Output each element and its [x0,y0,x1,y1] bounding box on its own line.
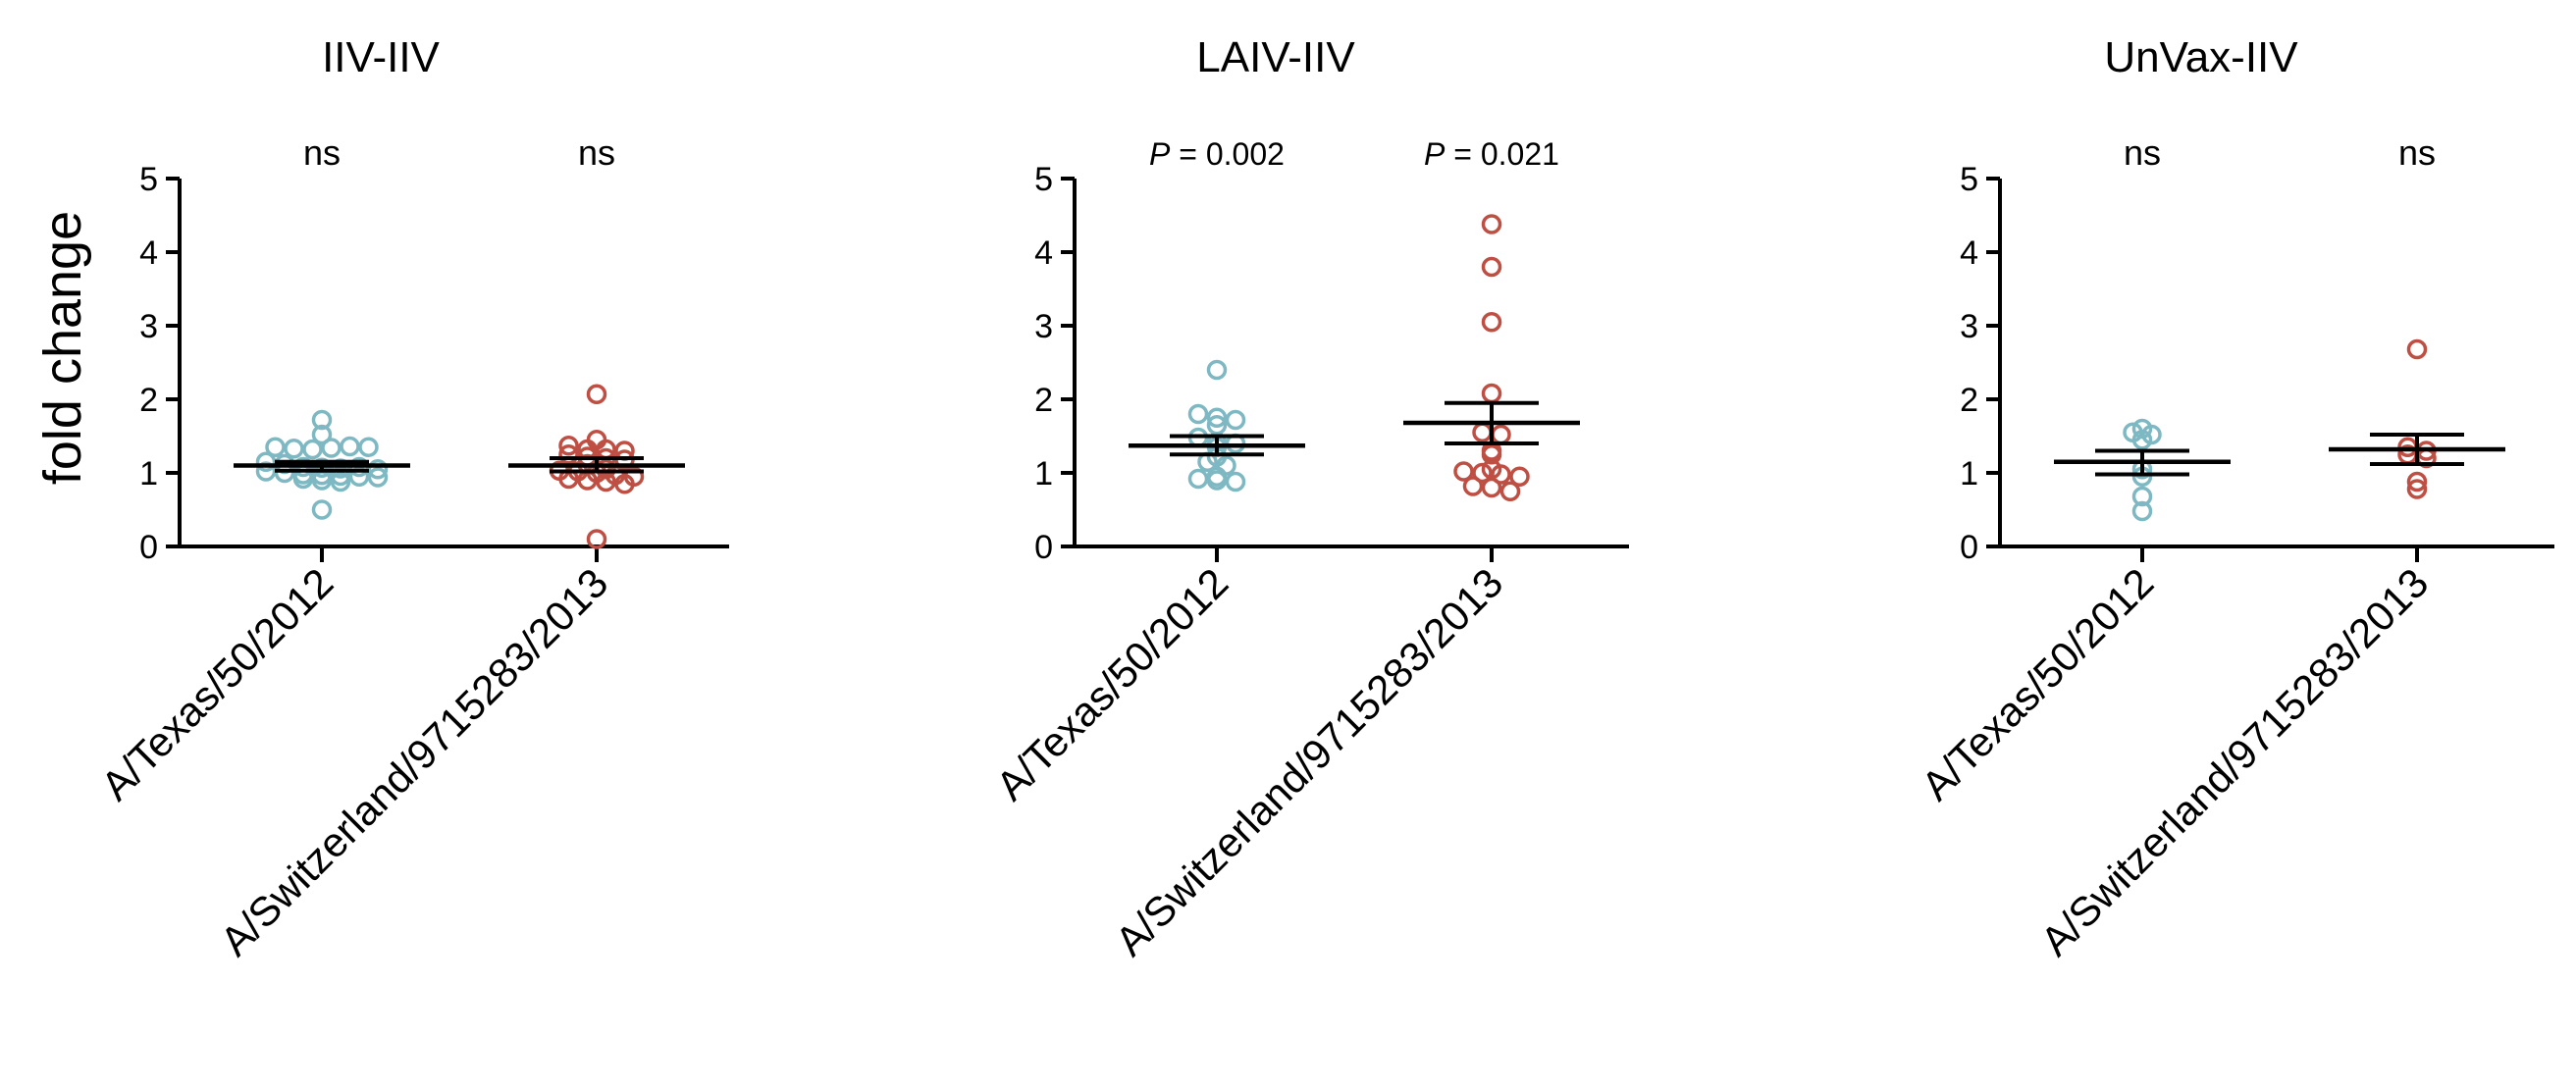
data-point [1225,409,1246,431]
x-tick-label: A/Texas/50/2012 [987,559,1236,808]
data-point [586,430,607,450]
panel-0: IIV-IIV012345A/Texas/50/2012nsA/Switzerl… [92,33,729,964]
data-point [311,424,333,445]
y-tick-label: 1 [1034,455,1053,493]
data-point [558,436,579,456]
panel-title: IIV-IIV [322,33,440,81]
significance-label: ns [2124,132,2161,173]
data-point [558,444,579,465]
data-point [2406,338,2428,360]
data-point [321,438,342,458]
data-point [255,451,277,472]
data-point [1187,468,1209,490]
panel-title: UnVax-IIV [2104,33,2298,81]
data-point [311,409,333,431]
y-tick-label: 3 [139,308,158,345]
x-tick-label: A/Texas/50/2012 [92,559,342,808]
data-point [367,459,389,480]
y-tick-label: 4 [1960,234,1978,272]
data-point [330,471,351,493]
significance-label: ns [303,132,341,173]
y-tick-label: 5 [139,161,158,198]
significance-label: P = 0.021 [1424,136,1559,172]
y-tick-label: 0 [1960,529,1978,566]
data-point [1225,471,1246,493]
data-point [265,437,286,457]
data-point [1481,214,1502,234]
y-tick-label: 5 [1960,161,1978,198]
y-tick-label: 0 [139,529,158,566]
data-point [2123,422,2143,442]
significance-label: ns [578,132,615,173]
data-point [2406,471,2428,493]
data-point [340,436,360,457]
data-point [1187,403,1209,425]
data-point [1472,462,1493,484]
data-point [348,466,370,487]
data-point [1491,424,1511,445]
data-point [2131,486,2153,507]
data-point [1206,407,1228,428]
panel-2: UnVax-IIV012345A/Texas/50/2012nsA/Switze… [1913,33,2554,964]
p-value: = 0.002 [1170,136,1285,172]
data-point [1481,256,1502,278]
data-point [284,439,304,459]
y-tick-label: 5 [1034,161,1053,198]
x-tick-label: A/Texas/50/2012 [1913,559,2162,808]
y-tick-label: 1 [1960,455,1978,493]
data-point [2406,479,2428,499]
data-point [1499,481,1521,501]
data-point [1481,383,1502,404]
p-symbol: P [1424,136,1446,172]
y-tick-label: 4 [1034,234,1053,272]
data-point [302,439,323,460]
significance-label: ns [2398,132,2436,173]
y-tick-label: 2 [139,382,158,419]
data-point [1453,461,1474,482]
y-tick-label: 2 [1960,382,1978,419]
data-point [586,529,607,549]
data-point [1206,359,1228,381]
y-tick-label: 3 [1034,308,1053,345]
data-point [367,467,389,488]
data-point [586,384,607,404]
data-point [1509,466,1530,487]
data-point [358,437,379,457]
y-tick-label: 0 [1034,529,1053,566]
data-point [2131,500,2153,522]
y-axis-label: fold change [33,211,92,485]
significance-label: P = 0.002 [1149,136,1285,172]
data-point [255,461,277,482]
data-point [1481,312,1502,333]
p-symbol: P [1149,136,1171,172]
y-tick-label: 1 [139,455,158,493]
p-value: = 0.021 [1445,136,1559,172]
data-point [623,466,645,487]
data-point [2131,418,2153,440]
data-point [1472,422,1493,442]
data-point [1206,415,1228,436]
data-point [1462,476,1484,496]
y-tick-label: 4 [139,234,158,272]
y-tick-label: 3 [1960,308,1978,345]
data-point [311,499,333,520]
panel-title: LAIV-IIV [1196,33,1355,81]
y-tick-label: 2 [1034,382,1053,419]
